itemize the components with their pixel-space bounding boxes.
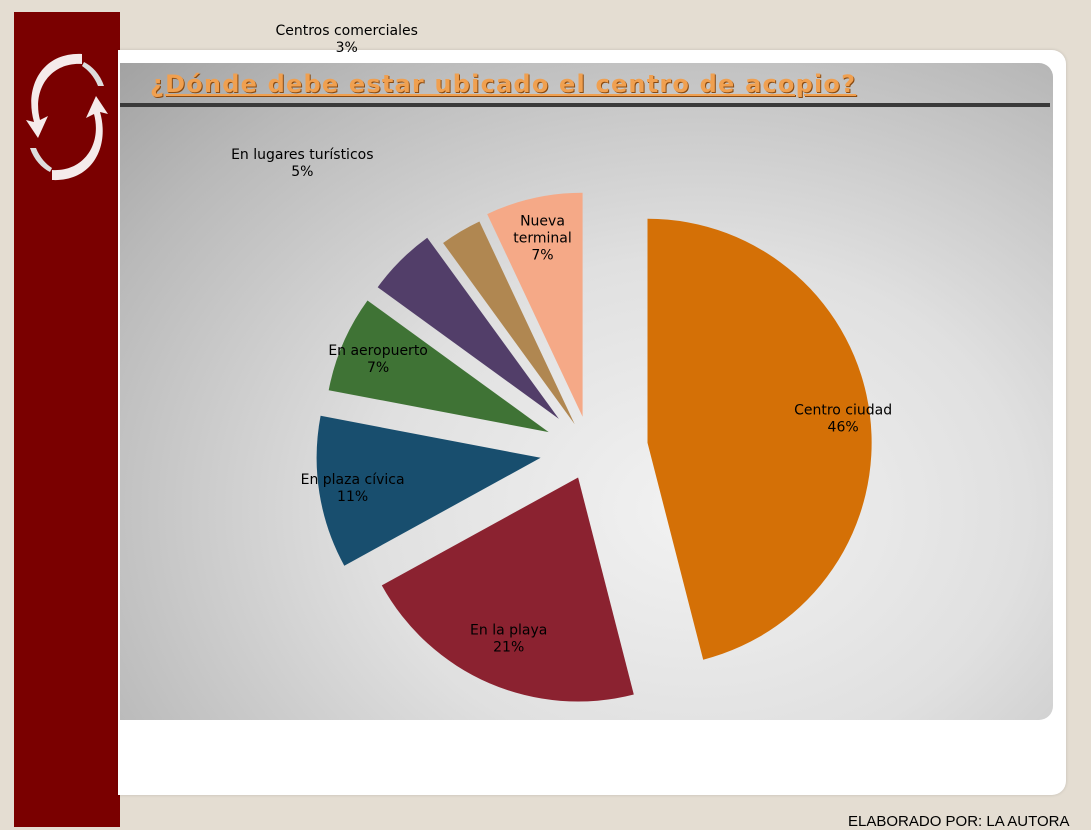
pie-slice-nueva-terminal — [487, 192, 583, 417]
data-label-en-la-playa: En la playa 21% — [470, 622, 547, 655]
title-underline-rule — [120, 103, 1050, 107]
pie-slice-centro-ciudad — [647, 218, 872, 660]
pie-slice-en-la-playa — [381, 477, 634, 702]
data-label-nueva-terminal: Nueva terminal 7% — [513, 214, 571, 264]
pie-slice-centros-comerciales — [443, 221, 575, 425]
recycle-arrows-icon — [26, 53, 108, 181]
chart-title: ¿Dónde debe estar ubicado el centro de a… — [150, 70, 857, 98]
data-label-en-aeropuerto: En aeropuerto 7% — [328, 343, 428, 376]
pie-slice-en-plaza-c-vica — [316, 415, 541, 566]
footer-credit: ELABORADO POR: LA AUTORA — [848, 813, 1070, 830]
pie-slice-en-aeropuerto — [328, 300, 549, 433]
pie-slice-en-lugares-tur-sticos — [377, 237, 559, 419]
data-label-en-lugares-tur-sticos: En lugares turísticos 5% — [231, 147, 373, 180]
data-label-centros-comerciales: Centros comerciales 3% — [275, 23, 417, 56]
sidebar-band — [14, 12, 120, 827]
data-label-centro-ciudad: Centro ciudad 46% — [794, 403, 892, 436]
data-label-en-plaza-c-vica: En plaza cívica 11% — [301, 472, 405, 505]
